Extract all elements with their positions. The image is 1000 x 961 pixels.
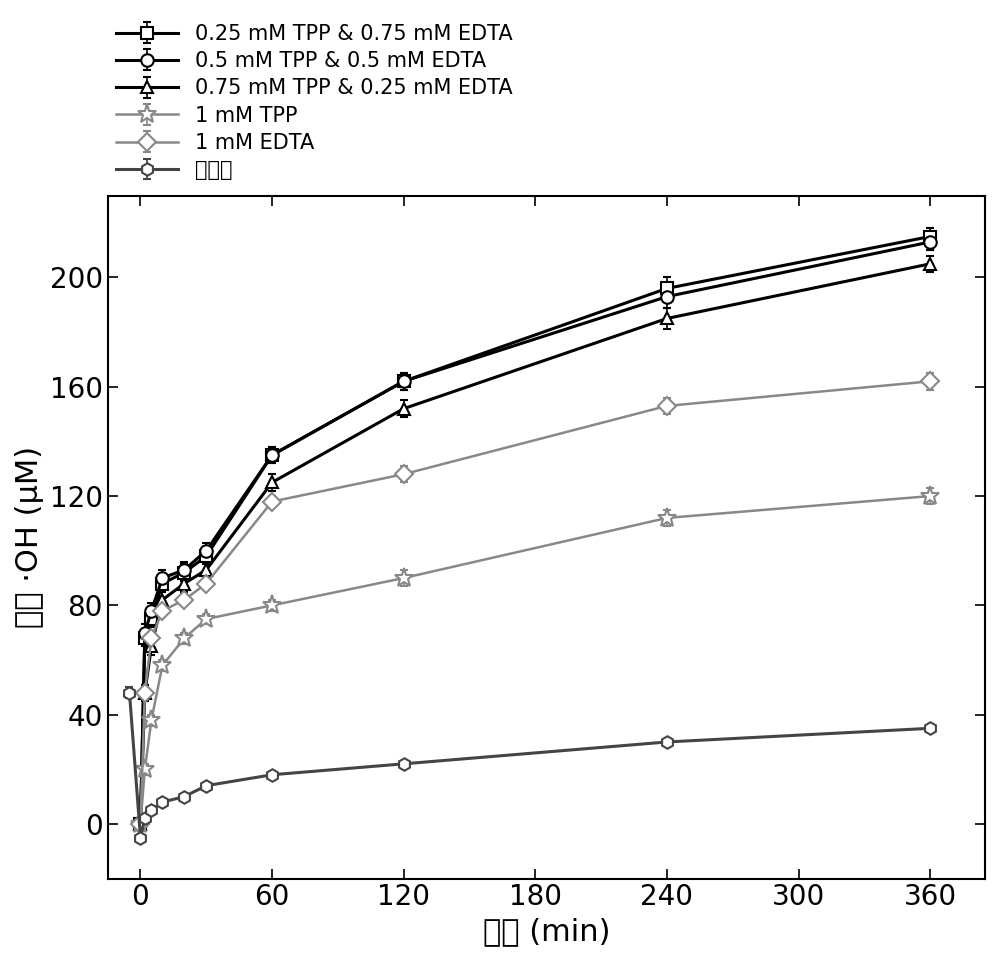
X-axis label: 时间 (min): 时间 (min) <box>483 917 610 946</box>
Y-axis label: 累积 ·OH (μM): 累积 ·OH (μM) <box>15 446 44 628</box>
Legend: 0.25 mM TPP & 0.75 mM EDTA, 0.5 mM TPP & 0.5 mM EDTA, 0.75 mM TPP & 0.25 mM EDTA: 0.25 mM TPP & 0.75 mM EDTA, 0.5 mM TPP &… <box>108 15 521 188</box>
